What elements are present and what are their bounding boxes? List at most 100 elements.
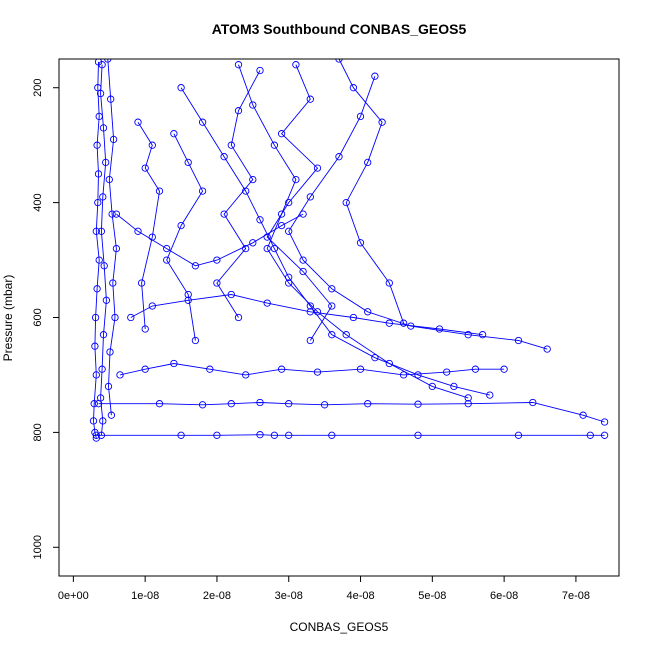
data-point xyxy=(177,84,185,92)
data-point xyxy=(220,153,228,161)
data-point xyxy=(93,285,101,293)
data-point xyxy=(90,400,98,408)
data-point xyxy=(292,175,300,184)
x-tick-label: 2e-08 xyxy=(203,590,231,602)
x-axis-label: CONBAS_GEOS5 xyxy=(290,620,389,634)
plot-frame xyxy=(58,58,620,577)
data-point xyxy=(95,256,103,264)
data-series-7 xyxy=(94,398,609,426)
data-point xyxy=(98,61,106,69)
series-line xyxy=(216,70,261,318)
data-point xyxy=(328,431,336,439)
data-point xyxy=(285,279,293,287)
series-line xyxy=(238,64,469,399)
data-point xyxy=(356,365,365,373)
data-point xyxy=(249,175,257,184)
data-point xyxy=(299,267,307,276)
data-point xyxy=(464,394,472,402)
data-point xyxy=(163,256,171,264)
data-point xyxy=(299,256,307,264)
data-series-2 xyxy=(96,61,111,439)
data-series-8 xyxy=(92,431,609,439)
data-point xyxy=(155,400,164,408)
data-point xyxy=(104,382,113,391)
data-point xyxy=(227,400,235,408)
y-tick-label: 400 xyxy=(32,193,44,211)
data-point xyxy=(356,239,365,247)
data-point xyxy=(313,368,322,376)
data-point xyxy=(385,279,393,287)
data-point xyxy=(443,368,451,376)
data-point xyxy=(414,400,422,408)
data-series-16 xyxy=(163,130,207,345)
data-point xyxy=(249,239,257,247)
data-point xyxy=(378,118,386,126)
data-point xyxy=(256,398,264,407)
data-point xyxy=(134,227,142,235)
y-axis: 200 400 600 800 1000 xyxy=(32,79,60,560)
series-line xyxy=(116,213,304,267)
data-point xyxy=(198,187,207,195)
data-point xyxy=(263,299,271,307)
data-point xyxy=(306,193,314,201)
data-point xyxy=(99,417,107,425)
data-point xyxy=(148,233,156,241)
data-point xyxy=(328,285,336,293)
data-point xyxy=(277,221,286,230)
data-point xyxy=(500,365,508,373)
series-line xyxy=(107,59,117,416)
data-point xyxy=(478,331,487,339)
data-point xyxy=(450,382,458,391)
data-point xyxy=(364,308,372,316)
data-point xyxy=(102,158,110,167)
data-point xyxy=(191,336,200,345)
data-point xyxy=(141,164,149,172)
data-point xyxy=(105,175,113,184)
data-point xyxy=(92,431,100,439)
data-point xyxy=(285,431,293,439)
data-point xyxy=(586,431,594,439)
y-axis-label: Pressure (mbar) xyxy=(1,275,15,362)
data-point xyxy=(285,273,293,281)
data-point xyxy=(94,170,103,178)
data-point xyxy=(349,313,358,322)
data-point xyxy=(170,130,178,138)
data-point xyxy=(435,325,444,333)
data-point xyxy=(514,431,523,439)
data-point xyxy=(270,244,279,253)
data-point xyxy=(600,418,609,426)
data-point xyxy=(464,400,472,408)
series-line xyxy=(119,363,505,376)
data-point xyxy=(349,84,358,92)
data-point xyxy=(198,118,207,126)
series-line xyxy=(130,294,483,336)
x-tick-label: 1e-08 xyxy=(131,590,159,602)
data-point xyxy=(177,431,185,439)
data-series-5 xyxy=(285,72,551,353)
series-line xyxy=(93,61,100,439)
data-point xyxy=(112,210,121,218)
x-tick-label: 7e-08 xyxy=(562,590,590,602)
data-point xyxy=(328,302,336,310)
data-point xyxy=(414,371,422,379)
data-point xyxy=(249,101,257,109)
data-point xyxy=(99,331,108,339)
chart-title: ATOM3 Southbound CONBAS_GEOS5 xyxy=(212,21,467,37)
data-point xyxy=(102,296,111,304)
data-point xyxy=(155,187,164,195)
data-point xyxy=(464,331,472,339)
data-point xyxy=(543,345,551,353)
data-point xyxy=(98,365,106,373)
data-point xyxy=(141,325,149,333)
data-point xyxy=(277,130,286,138)
data-point xyxy=(471,365,480,373)
data-point xyxy=(292,61,300,69)
series-line xyxy=(288,76,548,350)
data-point xyxy=(116,371,124,379)
data-point xyxy=(342,198,350,207)
series-line xyxy=(338,59,405,324)
data-point xyxy=(134,118,142,126)
series-line xyxy=(266,64,333,341)
data-point xyxy=(320,401,329,409)
